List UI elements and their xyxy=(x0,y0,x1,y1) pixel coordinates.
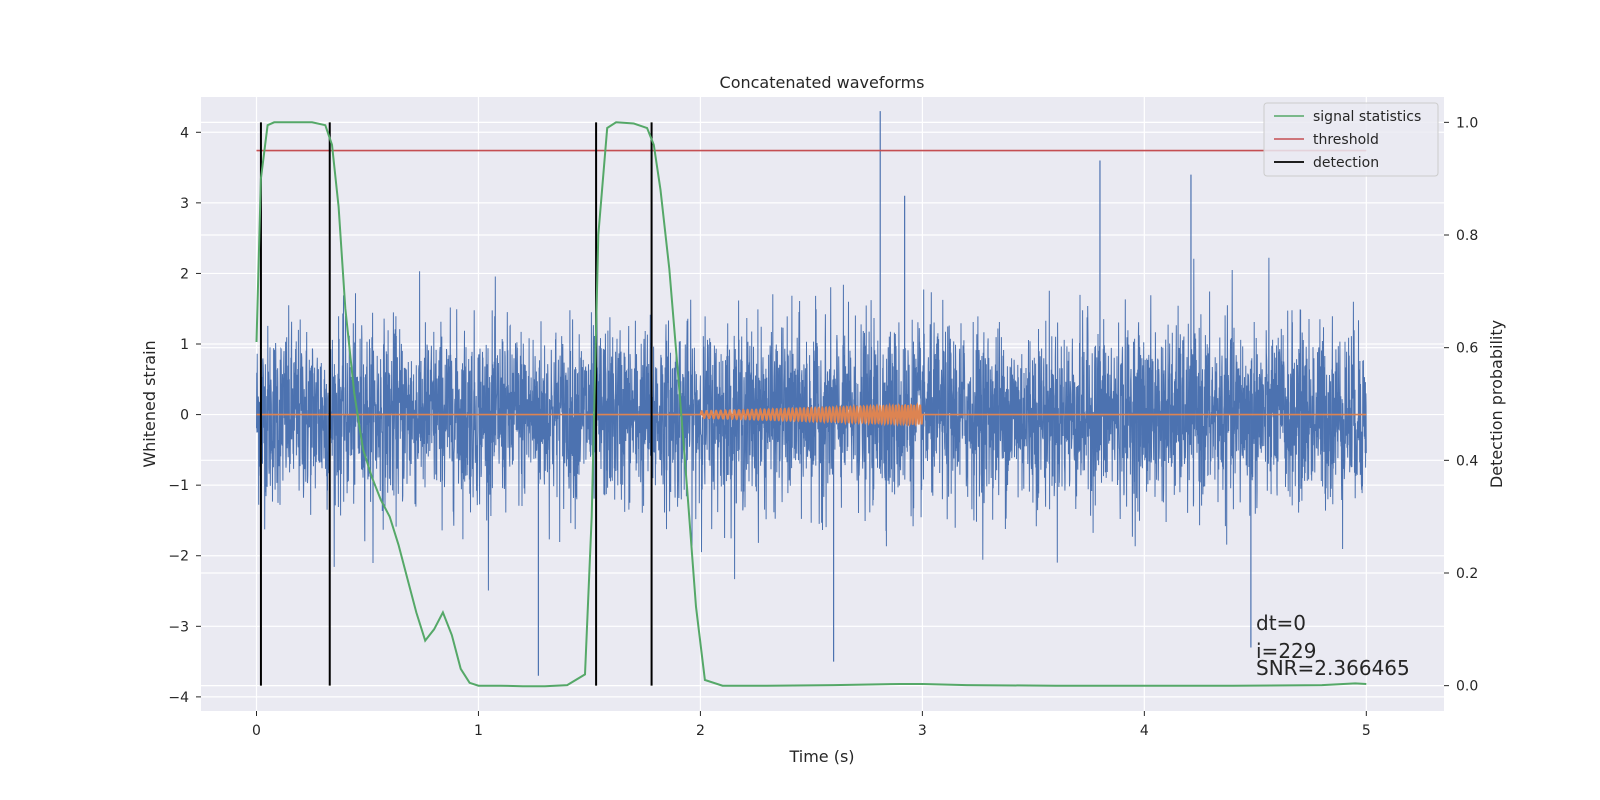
y-right-tick-label: 0.0 xyxy=(1456,679,1478,695)
y-tick-label: −2 xyxy=(168,549,189,565)
y-tick-label: 2 xyxy=(180,266,189,282)
x-tick-label: 1 xyxy=(474,723,483,739)
y-tick-label: −1 xyxy=(168,478,189,494)
y-tick-label: 3 xyxy=(180,196,189,212)
y-tick-label: −4 xyxy=(168,690,189,706)
legend-label-threshold: threshold xyxy=(1313,132,1379,148)
y-right-axis-title: Detection probability xyxy=(1487,320,1506,488)
y-right-tick-label: 0.8 xyxy=(1456,228,1478,244)
x-tick-label: 2 xyxy=(696,723,705,739)
annotations: dt=0 i=229 SNR=2.366465 xyxy=(1256,611,1410,680)
y-tick-label: 4 xyxy=(180,125,189,141)
legend-label-detection: detection xyxy=(1313,155,1379,171)
legend: signal statistics threshold detection xyxy=(1263,102,1439,177)
annotation-index: i=229 xyxy=(1256,639,1317,663)
x-tick-label: 0 xyxy=(252,723,261,739)
template-chirp xyxy=(699,401,924,428)
template-series xyxy=(256,401,1367,428)
y-tick-label: 1 xyxy=(180,337,189,353)
legend-box xyxy=(1263,102,1439,177)
y-tick-label: 0 xyxy=(180,408,189,424)
x-axis-ticks: 0 1 2 3 4 5 xyxy=(252,711,1371,739)
signal-statistics-series xyxy=(255,121,1367,688)
y-axis-title: Whitened strain xyxy=(140,340,159,467)
y-right-tick-label: 0.6 xyxy=(1456,341,1478,357)
x-axis-title: Time (s) xyxy=(788,747,854,766)
x-tick-label: 5 xyxy=(1362,723,1371,739)
y-right-tick-label: 1.0 xyxy=(1456,115,1478,131)
left-axis-ticks: −4 −3 −2 −1 0 1 2 3 4 xyxy=(168,125,201,706)
y-right-tick-label: 0.4 xyxy=(1456,453,1478,469)
y-tick-label: −3 xyxy=(168,619,189,635)
y-right-tick-label: 0.2 xyxy=(1456,566,1478,582)
signal-statistics-line xyxy=(255,121,1367,688)
annotation-dt: dt=0 xyxy=(1256,611,1306,635)
right-axis-ticks: 0.0 0.2 0.4 0.6 0.8 1.0 xyxy=(1444,115,1478,695)
x-tick-label: 3 xyxy=(918,723,927,739)
legend-label-signal-statistics: signal statistics xyxy=(1313,109,1421,125)
detection-series xyxy=(259,122,653,686)
chart-title: Concatenated waveforms xyxy=(720,73,925,92)
x-tick-label: 4 xyxy=(1140,723,1149,739)
annotation-snr: SNR=2.366465 xyxy=(1256,656,1410,680)
